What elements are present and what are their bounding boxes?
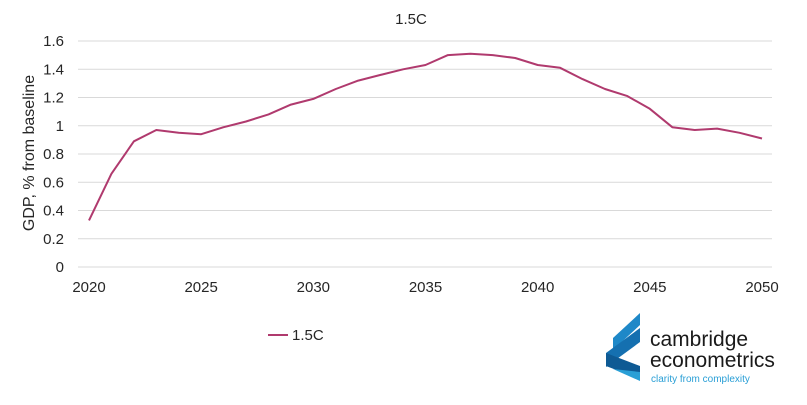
x-tick-label: 2025 <box>184 279 217 296</box>
logo-line2: econometrics <box>650 349 775 372</box>
y-tick-label: 1.4 <box>43 61 64 78</box>
logo-line1: cambridge <box>650 328 748 351</box>
y-axis-label: GDP, % from baseline <box>21 75 38 231</box>
x-tick-label: 2040 <box>521 279 554 296</box>
y-tick-label: 0.2 <box>43 231 64 248</box>
y-tick-labels: 0 0.2 0.4 0.6 0.8 1 1.2 1.4 1.6 <box>43 33 64 276</box>
legend-label: 1.5C <box>292 327 324 344</box>
y-tick-label: 0 <box>56 259 64 276</box>
cambridge-econometrics-logo: cambridge econometrics clarity from comp… <box>606 313 775 385</box>
y-tick-label: 0.4 <box>43 203 64 220</box>
y-tick-label: 1.6 <box>43 33 64 50</box>
x-tick-labels: 2020 2025 2030 2035 2040 2045 2050 <box>72 279 778 296</box>
x-tick-label: 2045 <box>633 279 666 296</box>
legend: 1.5C <box>268 327 324 344</box>
y-tick-label: 1.2 <box>43 90 64 107</box>
chart-title: 1.5C <box>395 11 427 28</box>
x-tick-label: 2035 <box>409 279 442 296</box>
logo-tagline: clarity from complexity <box>651 374 750 385</box>
x-tick-label: 2020 <box>72 279 105 296</box>
x-tick-label: 2030 <box>297 279 330 296</box>
x-tick-label: 2050 <box>745 279 778 296</box>
y-tick-label: 1 <box>56 118 64 135</box>
series-line <box>88 52 763 221</box>
series-group <box>88 52 763 221</box>
y-tick-label: 0.8 <box>43 146 64 163</box>
gridlines <box>78 40 772 268</box>
y-tick-label: 0.6 <box>43 174 64 191</box>
logo-mark-icon <box>606 313 640 381</box>
